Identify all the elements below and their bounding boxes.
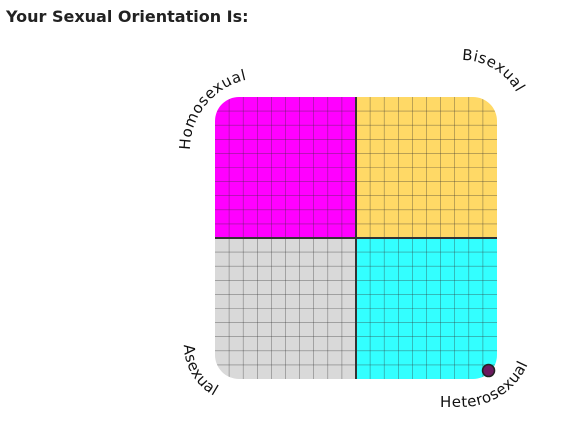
quadrant-label: Bisexual bbox=[462, 46, 529, 95]
quadrant-label: Bisexual bbox=[462, 46, 529, 95]
plot-area bbox=[215, 97, 497, 379]
chart-title: Your Sexual Orientation Is: bbox=[5, 7, 249, 26]
result-point bbox=[481, 363, 496, 378]
